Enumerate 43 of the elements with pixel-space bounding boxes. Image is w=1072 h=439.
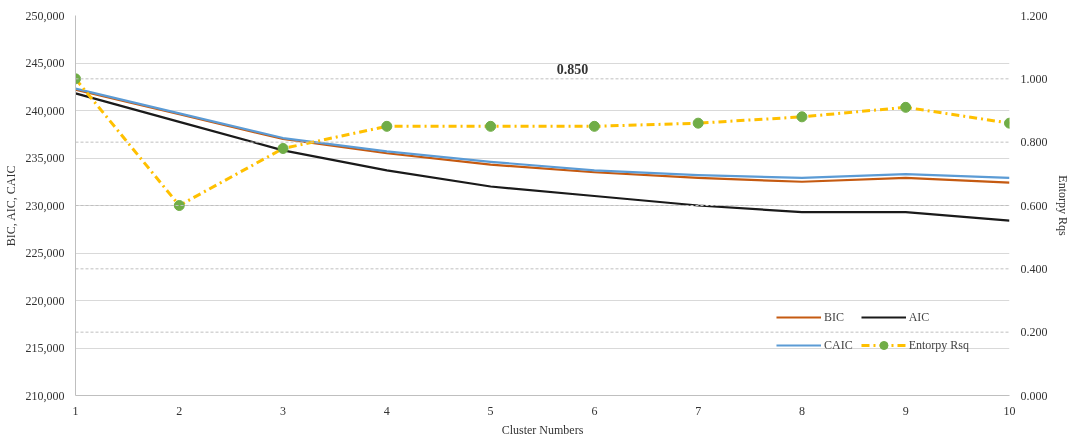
y2-tick-label: 1.200 (1020, 8, 1048, 23)
y-tick-label: 245,000 (25, 56, 65, 70)
y-tick-label: 230,000 (25, 198, 65, 213)
y-axis-title: BIC, AIC, CAIC (3, 165, 18, 247)
y-tick-label: 240,000 (25, 103, 65, 118)
legend-label: AIC (908, 309, 930, 325)
legend-label: BIC (823, 309, 844, 325)
point (588, 120, 600, 132)
y2-tick-label: 0.800 (1020, 135, 1048, 150)
x-tick-label: 9 (902, 403, 909, 418)
legend-label: Entorpy Rsq (908, 337, 969, 353)
x-axis-title: Cluster Numbers (501, 422, 584, 437)
point (485, 120, 497, 132)
y-tick-label: 235,000 (25, 151, 65, 165)
line-series (75, 92, 1010, 222)
x-tick-label: 5 (487, 403, 494, 418)
y2-tick-label: 0.000 (1020, 388, 1048, 403)
point (692, 117, 704, 129)
y2-tick-label: 0.400 (1020, 261, 1048, 276)
y-tick-label: 220,000 (25, 293, 65, 308)
y-tick-label: 250,000 (25, 8, 65, 23)
x-tick-label: 7 (695, 403, 702, 418)
y2-tick-label: 0.600 (1020, 198, 1048, 213)
x-tick-label: 8 (798, 403, 805, 418)
y-tick-label: 210,000 (25, 388, 65, 403)
point (900, 101, 912, 113)
x-tick-label: 6 (591, 403, 598, 418)
y-tick-label: 225,000 (25, 246, 65, 260)
y-tick-label: 215,000 (25, 341, 65, 355)
point (796, 111, 808, 123)
legend-label: CAIC (823, 337, 853, 353)
y2-axis-title: Entorpy Rqs (1055, 175, 1070, 236)
point (381, 120, 393, 132)
x-tick-label: 2 (176, 403, 183, 418)
x-tick-label: 3 (280, 403, 287, 418)
y2-tick-label: 0.200 (1020, 325, 1048, 340)
y2-tick-label: 1.000 (1020, 71, 1048, 86)
annotation: 0.850 (556, 61, 589, 77)
x-tick-label: 1 (72, 403, 79, 418)
point (173, 200, 185, 211)
x-tick-label: 10 (1003, 403, 1016, 418)
x-tick-label: 4 (383, 403, 390, 418)
point (277, 143, 289, 154)
